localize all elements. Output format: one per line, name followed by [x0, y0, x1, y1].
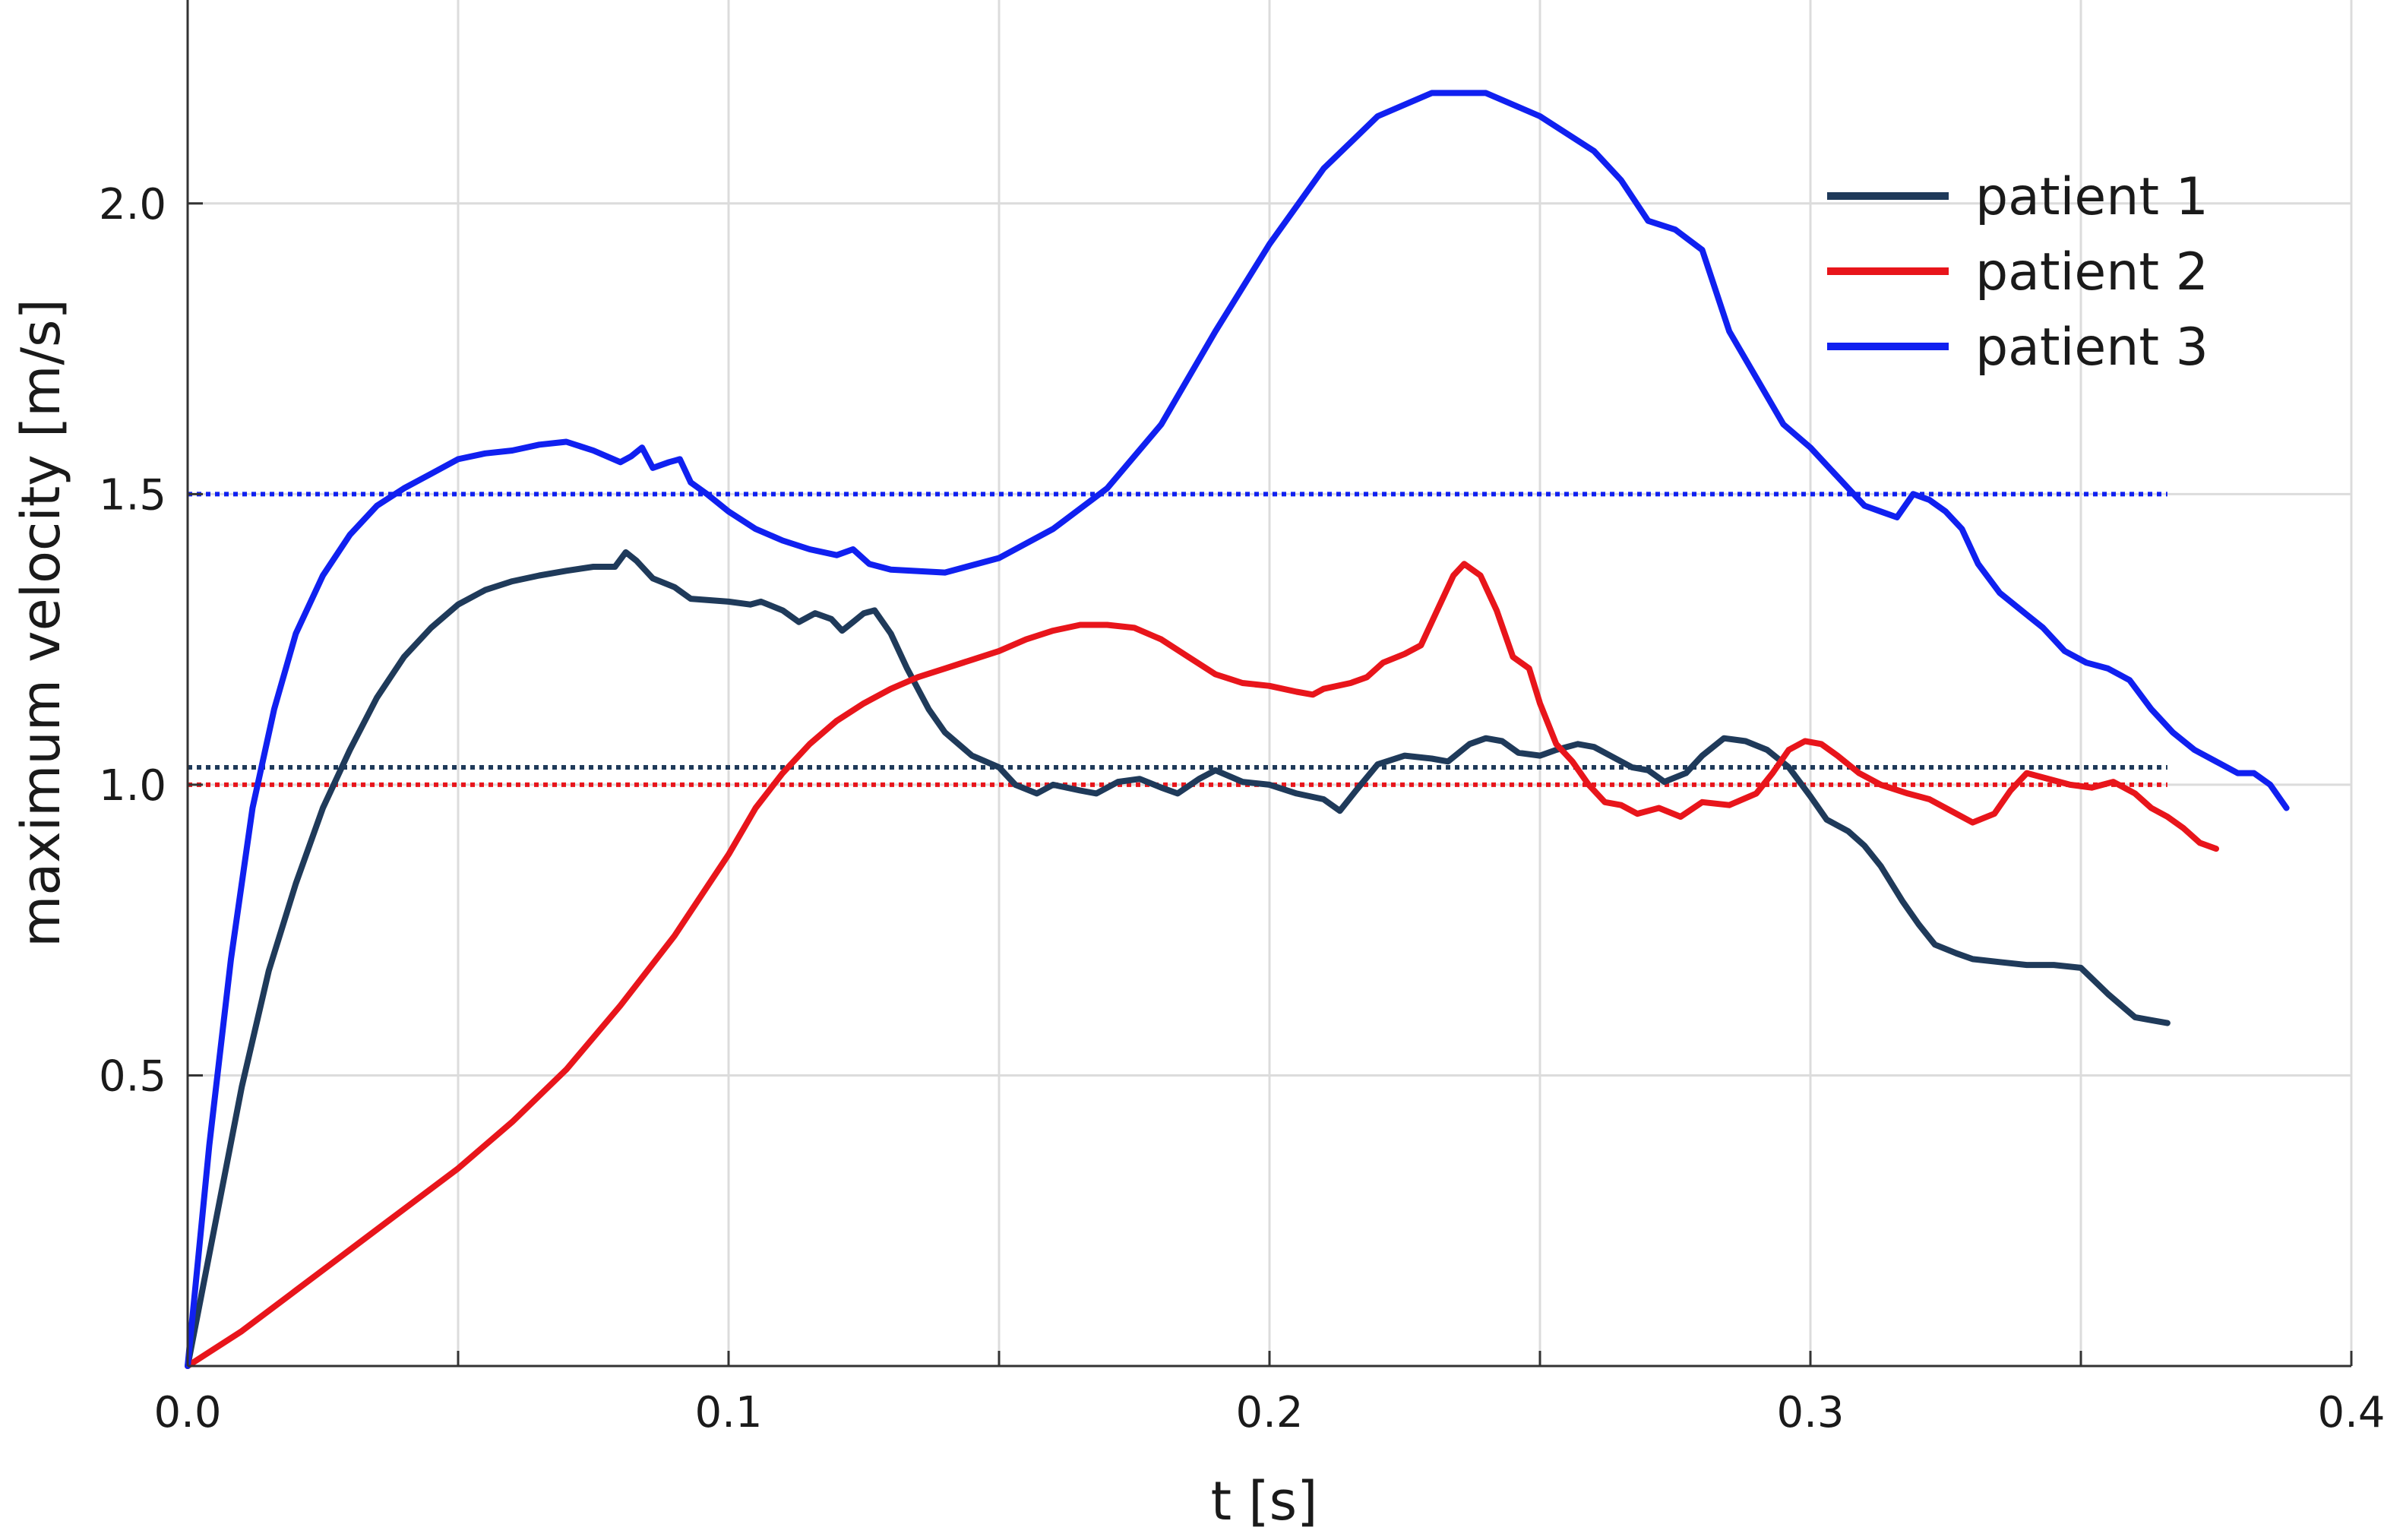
series-line-patient-2 [185, 561, 2219, 1369]
y-tick-label: 2.0 [99, 180, 166, 229]
axes [186, 0, 2353, 1368]
legend-label-patient-2: patient 2 [1975, 242, 2209, 302]
y-tick-label: 1.5 [99, 470, 166, 520]
x-axis-title: t [s] [1211, 1470, 1318, 1532]
y-tick-label: 1.0 [99, 761, 166, 811]
x-tick-label: 0.4 [2317, 1388, 2385, 1437]
legend-label-patient-3: patient 3 [1975, 318, 2209, 378]
y-axis-title: maximum velocity [m/s] [10, 299, 72, 947]
x-tick-label: 0.3 [1776, 1388, 1844, 1437]
legend: patient 1 patient 2 patient 3 [1827, 167, 2209, 378]
x-tick-label: 0.1 [694, 1388, 762, 1437]
series-line-patient-1 [185, 549, 2171, 1369]
y-tick-label: 0.5 [99, 1051, 166, 1101]
series-line-patient-3 [185, 90, 2290, 1369]
series-lines [185, 90, 2290, 1369]
reference-lines [188, 492, 2167, 787]
x-tick-label: 0.2 [1235, 1388, 1303, 1437]
x-tick-label: 0.0 [153, 1388, 221, 1437]
tick-labels: 0.0 0.1 0.2 0.3 0.4 0.5 1.0 1.5 2.0 [99, 180, 2386, 1437]
grid [188, 0, 2353, 1366]
legend-label-patient-1: patient 1 [1975, 167, 2209, 227]
